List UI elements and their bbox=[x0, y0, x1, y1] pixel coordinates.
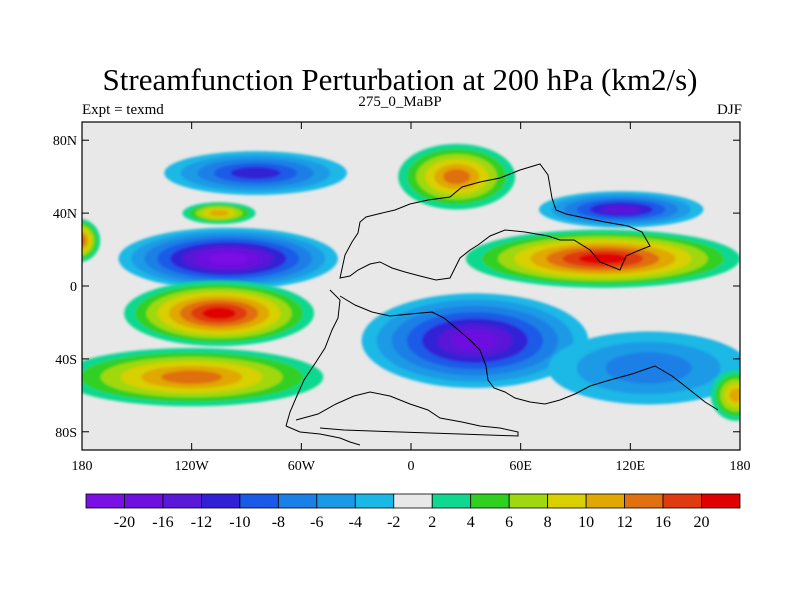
anomaly-7 bbox=[124, 280, 315, 347]
contour-level bbox=[230, 167, 281, 179]
colorbar-swatch bbox=[162, 493, 202, 509]
colorbar-swatch bbox=[124, 493, 164, 509]
anomaly-4 bbox=[538, 191, 704, 228]
colorbar-label: 6 bbox=[505, 514, 513, 531]
lon-tick-label: 0 bbox=[408, 459, 415, 474]
colorbar-swatch bbox=[624, 493, 664, 509]
coastline-eurasia-icon bbox=[339, 163, 651, 281]
plot-title: Streamfunction Perturbation at 200 hPa (… bbox=[102, 62, 698, 97]
contour-level bbox=[82, 234, 86, 247]
colorbar-swatch bbox=[431, 493, 472, 509]
colorbar-label: 2 bbox=[428, 514, 436, 531]
lon-tick-label: 180 bbox=[730, 459, 751, 474]
contour-level bbox=[202, 307, 236, 320]
colorbar: -20 -16 -12 -10 -8 -6 -4 -2 2 4 6 8 10 12 16 20 bbox=[85, 493, 741, 531]
contour-level bbox=[209, 210, 230, 217]
colorbar-label: -10 bbox=[229, 514, 250, 531]
lon-tick-label: 180 bbox=[72, 459, 93, 474]
contour-level bbox=[729, 388, 740, 403]
colorbar-swatch bbox=[277, 493, 318, 509]
contour-level bbox=[443, 169, 471, 185]
anomaly-8 bbox=[82, 347, 324, 407]
lon-tick-label: 120W bbox=[175, 459, 210, 474]
colorbar-label: -16 bbox=[152, 514, 173, 531]
colorbar-label: 12 bbox=[617, 514, 633, 531]
coastline-south-america-icon bbox=[285, 289, 341, 427]
coastline-antarctica-edge-icon bbox=[285, 425, 361, 446]
lat-tick-label: 80N bbox=[53, 134, 77, 149]
colorbar-swatch bbox=[201, 493, 241, 509]
coastline-africa-icon bbox=[339, 295, 719, 411]
colorbar-swatch bbox=[662, 493, 702, 509]
colorbar-swatch bbox=[470, 493, 510, 509]
colorbar-swatch bbox=[701, 493, 741, 509]
lon-tick-label: 60E bbox=[509, 459, 532, 474]
colorbar-swatch bbox=[316, 493, 356, 509]
anomaly-0 bbox=[118, 227, 338, 290]
anomaly-9 bbox=[361, 293, 589, 389]
colorbar-label: 8 bbox=[544, 514, 552, 531]
colorbar-swatch bbox=[585, 493, 625, 509]
longitude-axis: 180 120W 60W 0 60E 120E 180 bbox=[72, 122, 751, 474]
colorbar-label: 20 bbox=[694, 514, 710, 531]
colorbar-label: -6 bbox=[310, 514, 323, 531]
colorbar-label: 10 bbox=[578, 514, 594, 531]
colorbar-swatch bbox=[354, 493, 395, 509]
anomaly-11 bbox=[710, 369, 740, 421]
latitude-axis: 80N 40N 0 40S 80S bbox=[53, 134, 740, 441]
lon-tick-label: 60W bbox=[288, 459, 316, 474]
lat-tick-label: 40S bbox=[55, 353, 77, 368]
lon-tick-label: 120E bbox=[616, 459, 646, 474]
colorbar-label: 16 bbox=[655, 514, 671, 531]
lat-tick-label: 0 bbox=[70, 280, 77, 295]
anomaly-3 bbox=[398, 143, 516, 210]
experiment-period-label: 275_0_MaBP bbox=[358, 94, 442, 110]
colorbar-swatch bbox=[547, 493, 587, 509]
contour-level bbox=[602, 205, 641, 214]
coastline-southern-segment-icon bbox=[295, 391, 519, 437]
colorbar-label: -12 bbox=[191, 514, 212, 531]
anomaly-2 bbox=[182, 202, 256, 225]
contour-level bbox=[161, 370, 223, 384]
colorbar-label: -4 bbox=[349, 514, 362, 531]
colorbar-label: -8 bbox=[272, 514, 285, 531]
colorbar-swatch bbox=[239, 493, 279, 509]
lat-tick-label: 40N bbox=[53, 207, 77, 222]
anomaly-1 bbox=[164, 151, 348, 195]
lat-tick-label: 80S bbox=[55, 426, 77, 441]
colorbar-swatch bbox=[393, 493, 433, 509]
colorbar-swatch bbox=[85, 493, 125, 509]
anomaly-6 bbox=[82, 218, 101, 263]
season-label: DJF bbox=[716, 102, 742, 118]
anomaly-5 bbox=[465, 229, 740, 288]
experiment-name-label: Expt = texmd bbox=[82, 102, 164, 118]
colorbar-swatch bbox=[508, 493, 549, 509]
contour-level bbox=[452, 331, 498, 351]
colorbar-label: 4 bbox=[467, 514, 475, 531]
coastline-layer bbox=[285, 163, 719, 446]
colorbar-label: -20 bbox=[114, 514, 135, 531]
contour-fill-layer bbox=[82, 143, 740, 421]
colorbar-label: -2 bbox=[387, 514, 400, 531]
contour-level bbox=[578, 253, 628, 264]
contour-level bbox=[208, 253, 248, 265]
